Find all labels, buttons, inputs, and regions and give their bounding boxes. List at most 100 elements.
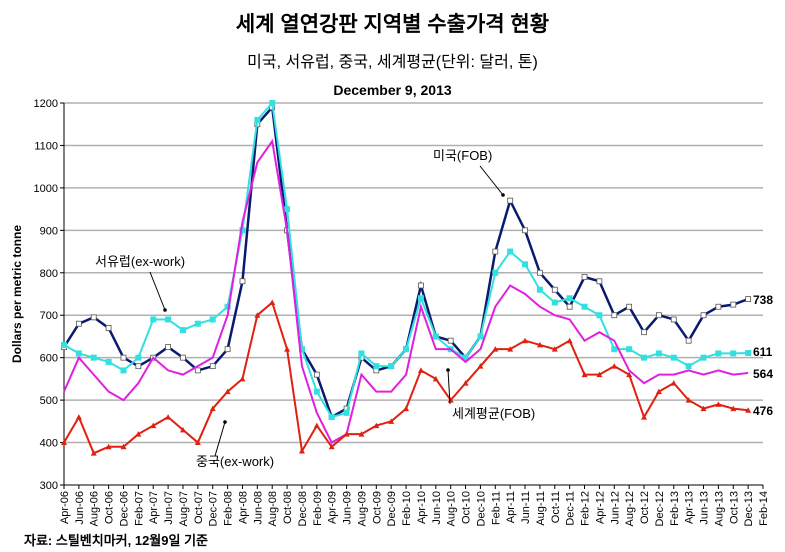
data-point [641,354,648,361]
chart-date: December 9, 2013 [333,82,452,98]
data-point [596,312,603,319]
data-point [239,278,246,285]
data-point [194,439,201,446]
data-point [745,349,752,356]
data-point [120,367,127,374]
y-tick-label: 500 [40,395,58,407]
data-point [447,337,454,344]
x-tick-label: Aug-07 [178,491,190,526]
series-line-3 [63,300,749,455]
data-point [730,301,737,308]
y-tick-label: 1100 [34,140,58,152]
data-point [328,414,335,421]
data-point [75,414,82,420]
data-point [596,278,603,285]
y-tick-label: 700 [40,310,58,322]
data-point [417,367,424,373]
data-point [224,388,231,395]
annotation-arrow [214,421,226,457]
data-point [611,363,618,369]
data-point [239,375,246,382]
data-point [224,303,231,310]
series-annotation: 서유럽(ex-work) [95,254,185,269]
x-tick-label: Feb-08 [223,491,235,526]
x-tick-label: Apr-09 [327,491,339,524]
x-tick-label: Jun-07 [163,491,175,525]
x-tick-label: Apr-07 [148,491,160,524]
x-tick-label: Jun-06 [74,491,86,525]
data-point [492,346,499,352]
annotation-arrowhead [163,308,167,312]
data-point [745,407,752,413]
data-point [566,337,573,344]
data-point [194,320,201,327]
x-tick-label: Jun-13 [699,491,711,525]
data-point [269,100,276,106]
x-tick-label: Aug-09 [356,491,368,526]
data-point [537,269,543,276]
data-point [566,295,573,302]
data-point [313,422,320,429]
x-tick-label: Aug-11 [535,491,547,526]
data-point [655,388,662,395]
x-tick-label: Feb-12 [580,491,592,526]
data-point [373,422,380,429]
data-point [700,405,707,412]
x-tick-label: Jun-08 [252,491,264,525]
data-point [328,443,335,450]
data-point [507,346,514,352]
data-point [209,316,216,323]
data-point [522,261,529,268]
data-point [135,431,142,437]
data-point [670,354,677,361]
x-tick-label: Oct-08 [282,491,294,524]
data-point [165,344,172,350]
data-point [536,341,543,348]
data-point [685,337,692,344]
x-tick-label: Dec-09 [386,491,398,526]
data-point [730,405,737,412]
data-point [581,371,588,378]
data-point [224,346,231,353]
data-point [165,414,172,420]
x-tick-label: Jun-11 [520,491,532,524]
data-point [105,325,112,331]
data-point [432,375,439,382]
data-point [655,312,662,319]
x-tick-label: Apr-11 [505,491,517,523]
data-point [209,363,216,370]
data-point [492,269,499,276]
data-point [179,327,186,334]
end-value-label: 738 [753,293,773,307]
y-tick-label: 600 [40,353,58,365]
data-point [61,341,67,348]
data-point [388,418,395,424]
x-tick-label: Oct-13 [728,491,740,524]
x-tick-label: Oct-11 [550,491,562,523]
data-point [373,363,380,370]
x-tick-label: Feb-11 [490,491,502,525]
data-point [566,303,573,310]
end-value-label: 476 [753,404,773,418]
data-point [507,248,514,255]
x-tick-label: Apr-12 [594,491,606,524]
data-point [685,363,692,370]
data-point [358,431,365,437]
data-point [194,367,201,374]
x-tick-label: Feb-14 [758,491,770,526]
data-point [135,354,142,361]
data-point [358,350,365,357]
data-point [403,346,410,353]
data-point [298,448,305,454]
data-point [417,295,424,302]
x-tick-label: Oct-12 [639,491,651,524]
data-point [150,422,157,429]
data-point [150,316,157,323]
x-tick-label: Feb-13 [669,491,681,526]
data-point [90,450,97,456]
data-point [105,358,112,365]
data-point [551,299,558,306]
data-point [670,316,677,323]
data-point [626,371,633,378]
